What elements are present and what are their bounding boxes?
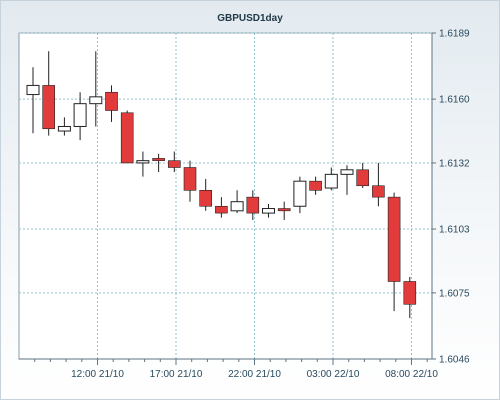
candle-body-down xyxy=(168,160,181,168)
candle xyxy=(26,67,40,134)
y-tick-label: 1.6189 xyxy=(439,29,470,40)
candle-body-up xyxy=(324,173,338,189)
x-tick-label: 22:00 21/10 xyxy=(228,369,281,380)
candle xyxy=(387,192,401,312)
plot-area xyxy=(18,32,433,360)
candle xyxy=(262,203,275,218)
candle-body-down xyxy=(403,281,417,305)
candle xyxy=(230,190,244,214)
candle xyxy=(277,201,291,220)
candle-body-up xyxy=(73,103,87,127)
candle-body-up xyxy=(136,160,150,164)
candle-body-up xyxy=(340,169,354,175)
candle xyxy=(356,162,370,189)
candle xyxy=(120,110,134,164)
y-tick-label: 1.6046 xyxy=(439,355,470,366)
candle xyxy=(372,162,385,207)
candle xyxy=(309,176,322,195)
candle xyxy=(152,153,165,173)
candle xyxy=(340,165,354,195)
candle-body-down xyxy=(42,85,56,130)
candle-body-up xyxy=(26,84,40,96)
candle-body-down xyxy=(309,180,322,191)
candle-body-down xyxy=(356,169,370,187)
candle-body-down xyxy=(105,91,118,111)
candle-body-up xyxy=(230,201,244,212)
chart-title: GBPUSD1day xyxy=(217,13,283,24)
x-tick-label: 17:00 21/10 xyxy=(150,369,203,380)
candle xyxy=(324,167,338,191)
candle xyxy=(403,276,417,318)
candle-body-down xyxy=(120,112,134,164)
candle xyxy=(168,151,181,173)
candle xyxy=(89,51,103,127)
candle xyxy=(42,51,56,136)
candle-body-down xyxy=(199,190,212,207)
candle-body-down xyxy=(387,196,401,282)
x-tick-label: 12:00 21/10 xyxy=(71,369,124,380)
candle xyxy=(293,176,307,214)
candle xyxy=(105,85,118,122)
candle xyxy=(183,160,197,202)
candle xyxy=(57,117,71,136)
candle xyxy=(215,197,228,218)
candle xyxy=(73,92,87,141)
candle-body-up xyxy=(89,96,103,105)
candle-body-down xyxy=(215,205,228,214)
candles xyxy=(26,51,417,318)
candle-body-up xyxy=(262,208,275,214)
x-axis: 12:00 21/10 17:00 21/10 22:00 21/10 03:00 2… xyxy=(19,358,438,380)
y-tick-label: 1.6103 xyxy=(439,225,470,236)
candle-body-down xyxy=(183,167,197,191)
candle-body-up xyxy=(57,125,71,132)
y-tick-label: 1.6160 xyxy=(439,95,470,106)
candle-body-down xyxy=(277,208,291,212)
candle-body-down xyxy=(152,158,165,161)
candle xyxy=(199,178,212,211)
y-tick-label: 1.6132 xyxy=(439,158,470,169)
candle xyxy=(136,151,150,177)
y-axis: 1.6189 1.6160 1.6132 1.6103 1.6075 1.6046 xyxy=(431,29,470,366)
candle-body-up xyxy=(293,180,307,207)
x-tick-label: 08:00 22/10 xyxy=(385,369,438,380)
x-tick-label: 03:00 22/10 xyxy=(307,369,360,380)
candle xyxy=(246,190,260,220)
y-tick-label: 1.6075 xyxy=(439,288,470,299)
candle-body-down xyxy=(372,185,385,198)
candle-body-down xyxy=(246,196,260,214)
